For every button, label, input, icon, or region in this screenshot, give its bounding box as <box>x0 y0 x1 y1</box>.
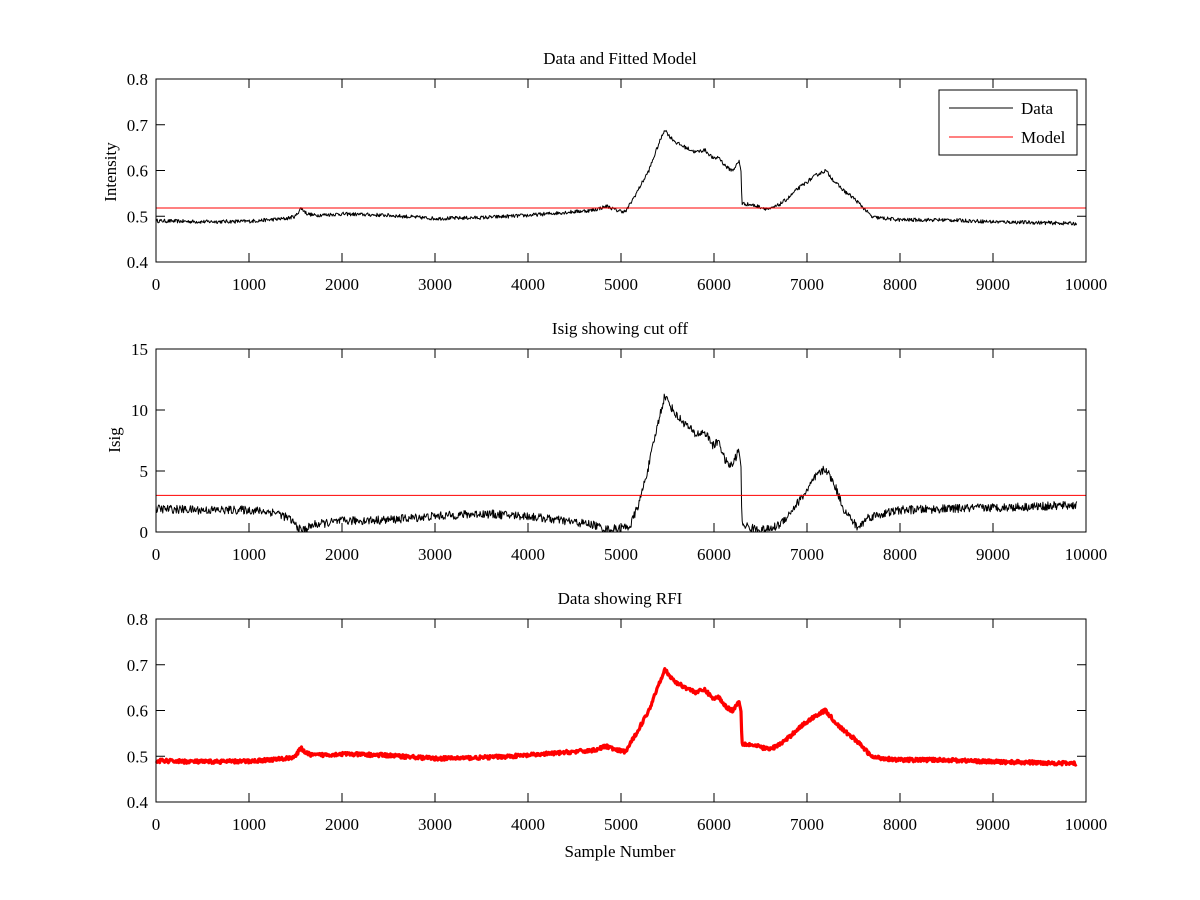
x-tick-label: 9000 <box>976 275 1010 294</box>
y-tick-label: 0.8 <box>127 70 148 89</box>
y-tick-label: 0.4 <box>127 793 149 812</box>
y-tick-label: 0.6 <box>127 702 148 721</box>
x-tick-label: 1000 <box>232 815 266 834</box>
x-tick-label: 5000 <box>604 275 638 294</box>
x-tick-label: 9000 <box>976 545 1010 564</box>
x-tick-label: 7000 <box>790 815 824 834</box>
legend-box <box>938 89 1078 156</box>
y-tick-label: 0.4 <box>127 253 149 272</box>
legend: Data Model <box>938 89 1078 156</box>
x-tick-label: 1000 <box>232 545 266 564</box>
ticks-layer: 0 1000 2000 3000 4000 5000 6000 7000 8000 9000 100… <box>131 340 1107 564</box>
series-line-data <box>155 129 1078 226</box>
x-tick-label: 5000 <box>604 815 638 834</box>
series-layer <box>155 393 1086 533</box>
y-tick-label: 0.7 <box>127 116 149 135</box>
y-tick-label: 0.6 <box>127 162 148 181</box>
series-line-signal <box>154 667 1078 767</box>
x-tick-label: 3000 <box>418 815 452 834</box>
series-layer <box>154 667 1078 767</box>
ticks-layer: 0 1000 2000 3000 4000 5000 6000 7000 8000 9000 100… <box>127 70 1108 294</box>
x-axis-label: Sample Number <box>565 842 676 861</box>
y-tick-label: 10 <box>131 401 148 420</box>
x-tick-label: 2000 <box>325 275 359 294</box>
y-tick-label: 15 <box>131 340 148 359</box>
x-tick-label: 10000 <box>1065 275 1108 294</box>
x-tick-label: 2000 <box>325 545 359 564</box>
x-tick-label: 6000 <box>697 545 731 564</box>
y-tick-label: 0 <box>140 523 149 542</box>
x-tick-label: 10000 <box>1065 545 1108 564</box>
x-tick-label: 0 <box>152 545 161 564</box>
series-layer <box>155 129 1086 226</box>
x-tick-label: 6000 <box>697 815 731 834</box>
x-tick-label: 0 <box>152 815 161 834</box>
y-tick-label: 0.7 <box>127 656 149 675</box>
x-tick-label: 0 <box>152 275 161 294</box>
x-tick-label: 4000 <box>511 545 545 564</box>
series-line-signal <box>155 393 1078 533</box>
x-tick-label: 4000 <box>511 815 545 834</box>
chart-title: Isig showing cut off <box>552 319 688 338</box>
legend-label-data: Data <box>1021 99 1054 118</box>
x-tick-label: 4000 <box>511 275 545 294</box>
ticks-layer: 0 1000 2000 3000 4000 5000 6000 7000 8000 9000 100… <box>127 610 1108 834</box>
y-tick-label: 0.5 <box>127 207 148 226</box>
y-tick-label: 0.8 <box>127 610 148 629</box>
x-tick-label: 7000 <box>790 545 824 564</box>
chart-title: Data and Fitted Model <box>543 49 697 68</box>
y-axis-label: Isig <box>105 427 124 453</box>
x-tick-label: 6000 <box>697 275 731 294</box>
x-tick-label: 10000 <box>1065 815 1108 834</box>
x-tick-label: 8000 <box>883 545 917 564</box>
panel-rfi: Data showing RFI 0 1000 2000 3000 4000 5000 60… <box>127 589 1108 861</box>
y-tick-label: 5 <box>140 462 149 481</box>
x-tick-label: 7000 <box>790 275 824 294</box>
y-axis-label: Intensity <box>101 142 120 202</box>
x-tick-label: 2000 <box>325 815 359 834</box>
x-tick-label: 1000 <box>232 275 266 294</box>
panel-intensity: Data and Fitted Model Intensity 0 1000 200… <box>101 49 1107 294</box>
x-tick-label: 5000 <box>604 545 638 564</box>
panel-isig: Isig showing cut off Isig 0 1000 2000 3000 4… <box>105 319 1107 564</box>
x-tick-label: 3000 <box>418 275 452 294</box>
y-tick-label: 0.5 <box>127 747 148 766</box>
x-tick-label: 3000 <box>418 545 452 564</box>
x-tick-label: 8000 <box>883 275 917 294</box>
x-tick-label: 9000 <box>976 815 1010 834</box>
legend-label-model: Model <box>1021 128 1066 147</box>
x-tick-label: 8000 <box>883 815 917 834</box>
chart-title: Data showing RFI <box>558 589 683 608</box>
